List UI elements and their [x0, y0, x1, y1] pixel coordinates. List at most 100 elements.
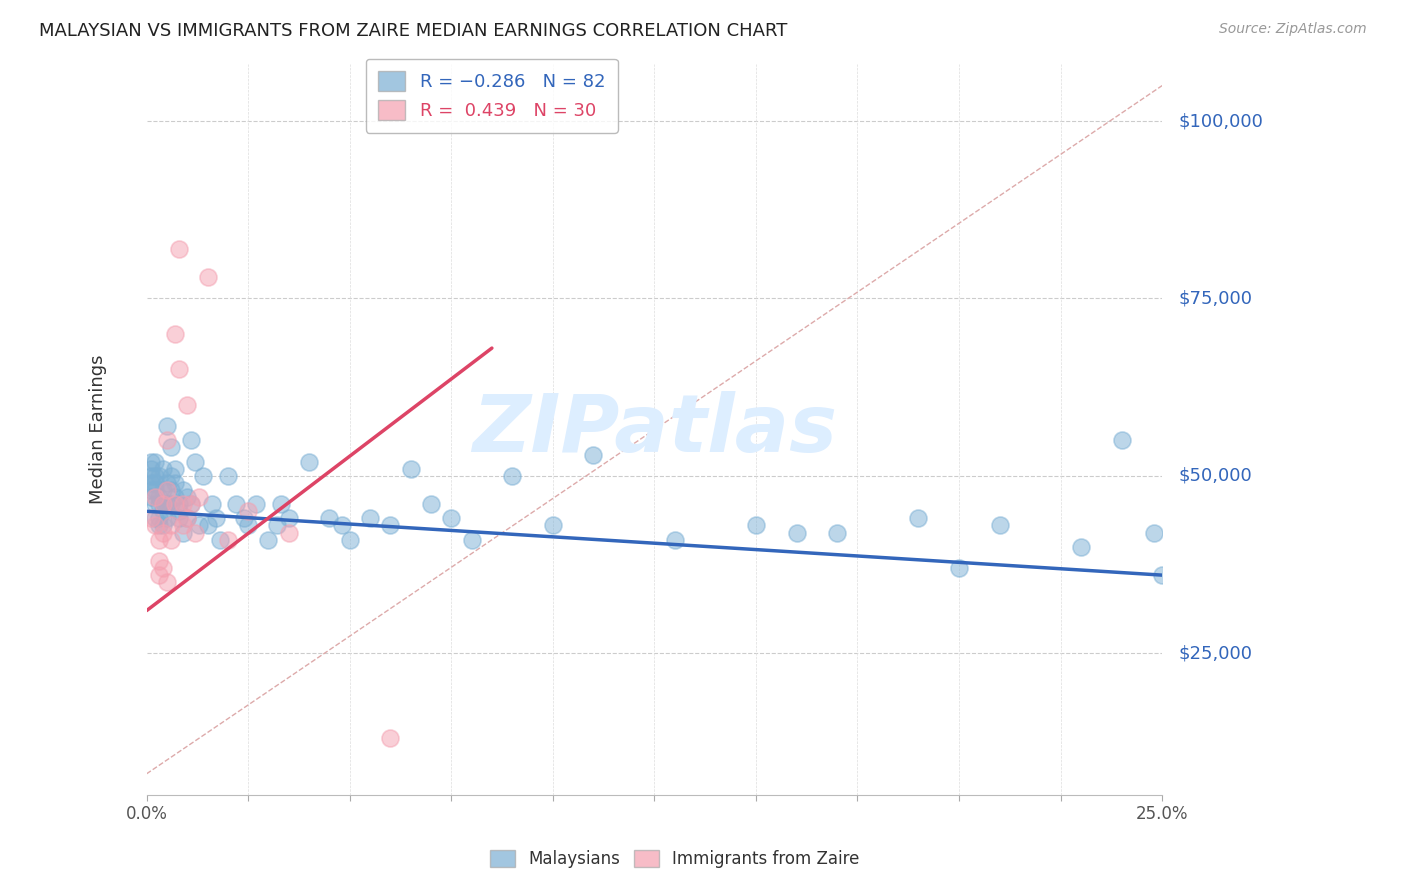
Point	[160, 468, 183, 483]
Point	[180, 434, 202, 448]
Point	[152, 518, 174, 533]
Point	[180, 497, 202, 511]
Point	[172, 518, 194, 533]
Point	[1143, 525, 1166, 540]
Point	[152, 461, 174, 475]
Point	[156, 483, 179, 497]
Point	[143, 490, 166, 504]
Text: MALAYSIAN VS IMMIGRANTS FROM ZAIRE MEDIAN EARNINGS CORRELATION CHART: MALAYSIAN VS IMMIGRANTS FROM ZAIRE MEDIA…	[39, 22, 787, 40]
Point	[172, 483, 194, 497]
Point	[139, 511, 162, 525]
Point	[148, 490, 170, 504]
Point	[156, 511, 179, 525]
Point	[167, 504, 190, 518]
Point	[399, 461, 422, 475]
Point	[148, 554, 170, 568]
Point	[197, 518, 219, 533]
Point	[193, 468, 215, 483]
Point	[152, 483, 174, 497]
Point	[156, 575, 179, 590]
Point	[143, 497, 166, 511]
Point	[245, 497, 267, 511]
Point	[156, 419, 179, 434]
Point	[148, 497, 170, 511]
Point	[143, 475, 166, 490]
Text: $50,000: $50,000	[1178, 467, 1253, 484]
Point	[176, 511, 198, 525]
Point	[277, 511, 299, 525]
Point	[148, 533, 170, 547]
Point	[460, 533, 482, 547]
Point	[948, 561, 970, 575]
Point	[380, 731, 402, 746]
Point	[236, 504, 259, 518]
Point	[163, 497, 186, 511]
Point	[359, 511, 381, 525]
Point	[160, 441, 183, 455]
Point	[1111, 434, 1133, 448]
Point	[184, 525, 207, 540]
Point	[163, 461, 186, 475]
Point	[152, 561, 174, 575]
Point	[167, 362, 190, 376]
Point	[208, 533, 231, 547]
Point	[167, 242, 190, 256]
Point	[160, 518, 183, 533]
Point	[139, 468, 162, 483]
Point	[318, 511, 340, 525]
Point	[380, 518, 402, 533]
Point	[217, 533, 239, 547]
Point	[184, 455, 207, 469]
Point	[1070, 540, 1092, 554]
Point	[176, 490, 198, 504]
Point	[163, 490, 186, 504]
Point	[197, 270, 219, 285]
Point	[236, 518, 259, 533]
Point	[1152, 568, 1174, 582]
Point	[156, 497, 179, 511]
Point	[420, 497, 443, 511]
Point	[277, 525, 299, 540]
Point	[664, 533, 686, 547]
Point	[188, 490, 211, 504]
Point	[233, 511, 256, 525]
Text: Median Earnings: Median Earnings	[89, 355, 107, 505]
Point	[139, 490, 162, 504]
Point	[160, 533, 183, 547]
Point	[217, 468, 239, 483]
Point	[298, 455, 321, 469]
Text: $25,000: $25,000	[1178, 644, 1253, 662]
Point	[176, 511, 198, 525]
Point	[152, 497, 174, 511]
Text: ZIPatlas: ZIPatlas	[472, 391, 837, 468]
Point	[148, 511, 170, 525]
Point	[582, 448, 605, 462]
Point	[143, 518, 166, 533]
Point	[139, 455, 162, 469]
Point	[907, 511, 929, 525]
Point	[139, 483, 162, 497]
Point	[143, 468, 166, 483]
Point	[160, 483, 183, 497]
Point	[339, 533, 361, 547]
Point	[156, 475, 179, 490]
Point	[143, 511, 166, 525]
Point	[139, 461, 162, 475]
Point	[152, 497, 174, 511]
Legend: R = −0.286   N = 82, R =  0.439   N = 30: R = −0.286 N = 82, R = 0.439 N = 30	[366, 59, 619, 133]
Point	[143, 455, 166, 469]
Point	[745, 518, 768, 533]
Point	[330, 518, 353, 533]
Point	[270, 497, 292, 511]
Point	[176, 398, 198, 412]
Point	[172, 497, 194, 511]
Point	[204, 511, 226, 525]
Text: Source: ZipAtlas.com: Source: ZipAtlas.com	[1219, 22, 1367, 37]
Text: $75,000: $75,000	[1178, 289, 1253, 308]
Point	[163, 326, 186, 341]
Point	[188, 518, 211, 533]
Legend: Malaysians, Immigrants from Zaire: Malaysians, Immigrants from Zaire	[484, 843, 866, 875]
Point	[143, 483, 166, 497]
Point	[148, 468, 170, 483]
Point	[501, 468, 523, 483]
